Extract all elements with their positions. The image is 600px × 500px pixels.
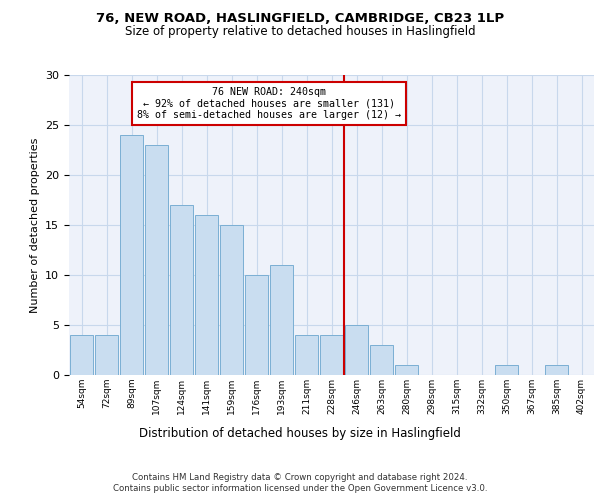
Bar: [495, 365, 518, 375]
Y-axis label: Number of detached properties: Number of detached properties: [29, 138, 40, 312]
Bar: [545, 365, 568, 375]
Text: 76, NEW ROAD, HASLINGFIELD, CAMBRIDGE, CB23 1LP: 76, NEW ROAD, HASLINGFIELD, CAMBRIDGE, C…: [96, 12, 504, 26]
Bar: [245, 275, 268, 375]
Bar: [295, 335, 318, 375]
Bar: [195, 215, 218, 375]
Bar: [120, 135, 143, 375]
Bar: [370, 345, 393, 375]
Bar: [220, 225, 243, 375]
Bar: [170, 205, 193, 375]
Bar: [145, 145, 168, 375]
Bar: [345, 325, 368, 375]
Bar: [95, 335, 118, 375]
Text: Contains public sector information licensed under the Open Government Licence v3: Contains public sector information licen…: [113, 484, 487, 493]
Bar: [270, 265, 293, 375]
Text: Contains HM Land Registry data © Crown copyright and database right 2024.: Contains HM Land Registry data © Crown c…: [132, 472, 468, 482]
Bar: [395, 365, 418, 375]
Text: 76 NEW ROAD: 240sqm
← 92% of detached houses are smaller (131)
8% of semi-detach: 76 NEW ROAD: 240sqm ← 92% of detached ho…: [137, 87, 401, 120]
Bar: [70, 335, 93, 375]
Text: Size of property relative to detached houses in Haslingfield: Size of property relative to detached ho…: [125, 25, 475, 38]
Text: Distribution of detached houses by size in Haslingfield: Distribution of detached houses by size …: [139, 428, 461, 440]
Bar: [320, 335, 343, 375]
